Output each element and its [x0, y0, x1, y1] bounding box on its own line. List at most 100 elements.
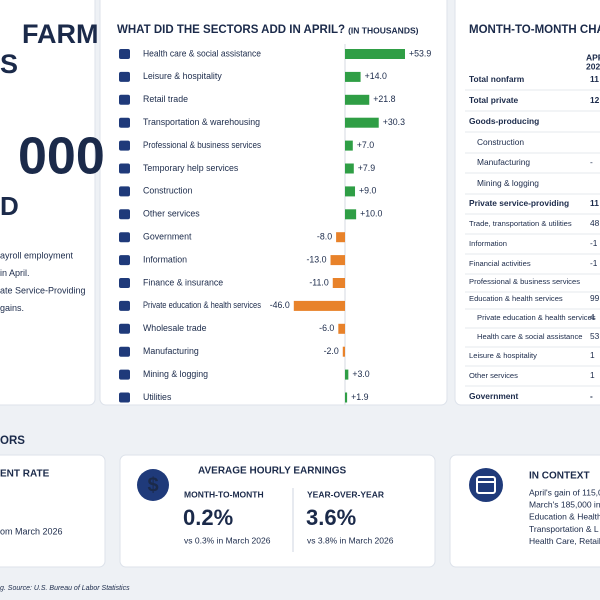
chart-panel — [99, 0, 448, 406]
section-heading: ORS — [0, 435, 25, 447]
row-value: 1 — [590, 350, 595, 360]
row-label: Health care & social assistance — [477, 332, 583, 341]
value-label: -6.0 — [319, 323, 334, 333]
row-label: Education & health services — [469, 294, 563, 303]
category-icon — [119, 346, 130, 357]
chart-title: WHAT DID THE SECTORS ADD IN APRIL? — [117, 24, 345, 36]
category-icon — [119, 49, 130, 59]
category-label: Government — [143, 232, 192, 242]
category-label: Leisure & hospitality — [143, 71, 222, 81]
metric-label: YEAR-OVER-YEAR — [307, 489, 384, 499]
bar — [332, 278, 345, 288]
context-line: March's 185,000 in — [529, 499, 600, 509]
value-label: +3.0 — [352, 369, 369, 379]
row-label: Trade, transportation & utilities — [469, 219, 572, 228]
category-label: Manufacturing — [143, 346, 199, 356]
value-label: -46.0 — [270, 300, 290, 310]
category-label: Mining & logging — [143, 369, 208, 379]
bar — [345, 392, 348, 403]
category-icon — [119, 255, 130, 266]
card-note: om March 2026 — [0, 526, 63, 536]
table-panel — [454, 0, 600, 406]
category-label: Health care & social assistance — [143, 48, 261, 58]
card-title: IN CONTEXT — [529, 471, 590, 482]
card-title: AVERAGE HOURLY EARNINGS — [198, 466, 347, 477]
value-label: -8.0 — [317, 232, 332, 242]
category-label: Wholesale trade — [143, 323, 207, 333]
bar — [293, 300, 345, 311]
category-label: Retail trade — [143, 94, 188, 104]
value-label: +7.0 — [357, 140, 374, 150]
summary-line: ate Service-Providing — [0, 285, 86, 295]
value-label: +53.9 — [409, 48, 431, 58]
category-label: Temporary help services — [143, 163, 239, 173]
category-icon — [119, 94, 130, 105]
category-label: Utilities — [143, 392, 172, 402]
row-value: 99 — [590, 293, 600, 303]
bar — [345, 71, 361, 82]
row-label: Private education & health services — [477, 313, 596, 322]
metric-label: MONTH-TO-MONTH — [184, 489, 264, 499]
calendar-icon — [476, 476, 496, 494]
category-icon — [119, 232, 130, 243]
row-label: Information — [469, 239, 507, 248]
context-line: Health Care, Retail — [529, 536, 600, 546]
row-label: Construction — [477, 137, 524, 147]
row-label: Government — [469, 391, 519, 401]
row-value: 1 — [590, 370, 595, 380]
bar — [338, 323, 345, 334]
category-label: Construction — [143, 186, 192, 196]
category-icon — [119, 163, 130, 174]
earnings-card — [119, 454, 436, 568]
category-icon — [119, 71, 130, 82]
panel-title: FARM — [22, 19, 99, 49]
table-header: 202 — [586, 61, 600, 71]
metric-note: vs 0.3% in March 2026 — [184, 535, 271, 545]
summary-line: in April. — [0, 268, 30, 278]
bar — [345, 369, 349, 380]
category-label: Finance & insurance — [143, 277, 223, 287]
value-label: +30.3 — [383, 117, 405, 127]
value-label: +10.0 — [360, 209, 382, 219]
metric-value: 3.6% — [306, 505, 356, 530]
value-label: +7.9 — [358, 163, 375, 173]
category-label: Private education & health services — [143, 300, 262, 310]
row-label: Manufacturing — [477, 157, 530, 167]
row-value: 4 — [590, 312, 595, 322]
category-label: Other services — [143, 209, 200, 219]
summary-line: gains. — [0, 303, 24, 313]
chart-subtitle: (IN THOUSANDS) — [348, 25, 419, 35]
value-label: +1.9 — [351, 392, 368, 402]
row-label: Financial activities — [469, 259, 531, 268]
row-label: Leisure & hospitality — [469, 351, 537, 360]
table-title: MONTH-TO-MONTH CHA — [469, 24, 600, 36]
table-header: APR — [586, 52, 600, 62]
category-icon — [119, 369, 130, 380]
bar — [345, 209, 357, 220]
bar — [345, 163, 354, 174]
category-icon — [119, 117, 130, 128]
bar — [345, 94, 370, 105]
row-value: -1 — [590, 258, 598, 268]
bar — [342, 346, 345, 357]
category-icon — [119, 392, 130, 403]
row-value: - — [590, 391, 593, 401]
row-label: Total private — [469, 95, 519, 105]
category-label: Transportation & warehousing — [143, 117, 260, 127]
row-value: 12 — [590, 95, 600, 105]
dollar-icon-bg — [137, 469, 169, 501]
row-value: 53 — [590, 331, 600, 341]
left-panel — [0, 0, 96, 406]
category-icon — [119, 323, 130, 334]
value-label: -2.0 — [324, 346, 339, 356]
bar — [345, 186, 356, 197]
card-title: ENT RATE — [0, 469, 50, 480]
big-sub: D — [0, 191, 19, 221]
category-label: Professional & business services — [143, 140, 262, 150]
row-label: Professional & business services — [469, 277, 580, 286]
value-label: +21.8 — [373, 94, 395, 104]
category-icon — [119, 278, 130, 288]
category-label: Information — [143, 254, 187, 264]
row-label: Total nonfarm — [469, 74, 524, 84]
row-value: 48 — [590, 218, 600, 228]
